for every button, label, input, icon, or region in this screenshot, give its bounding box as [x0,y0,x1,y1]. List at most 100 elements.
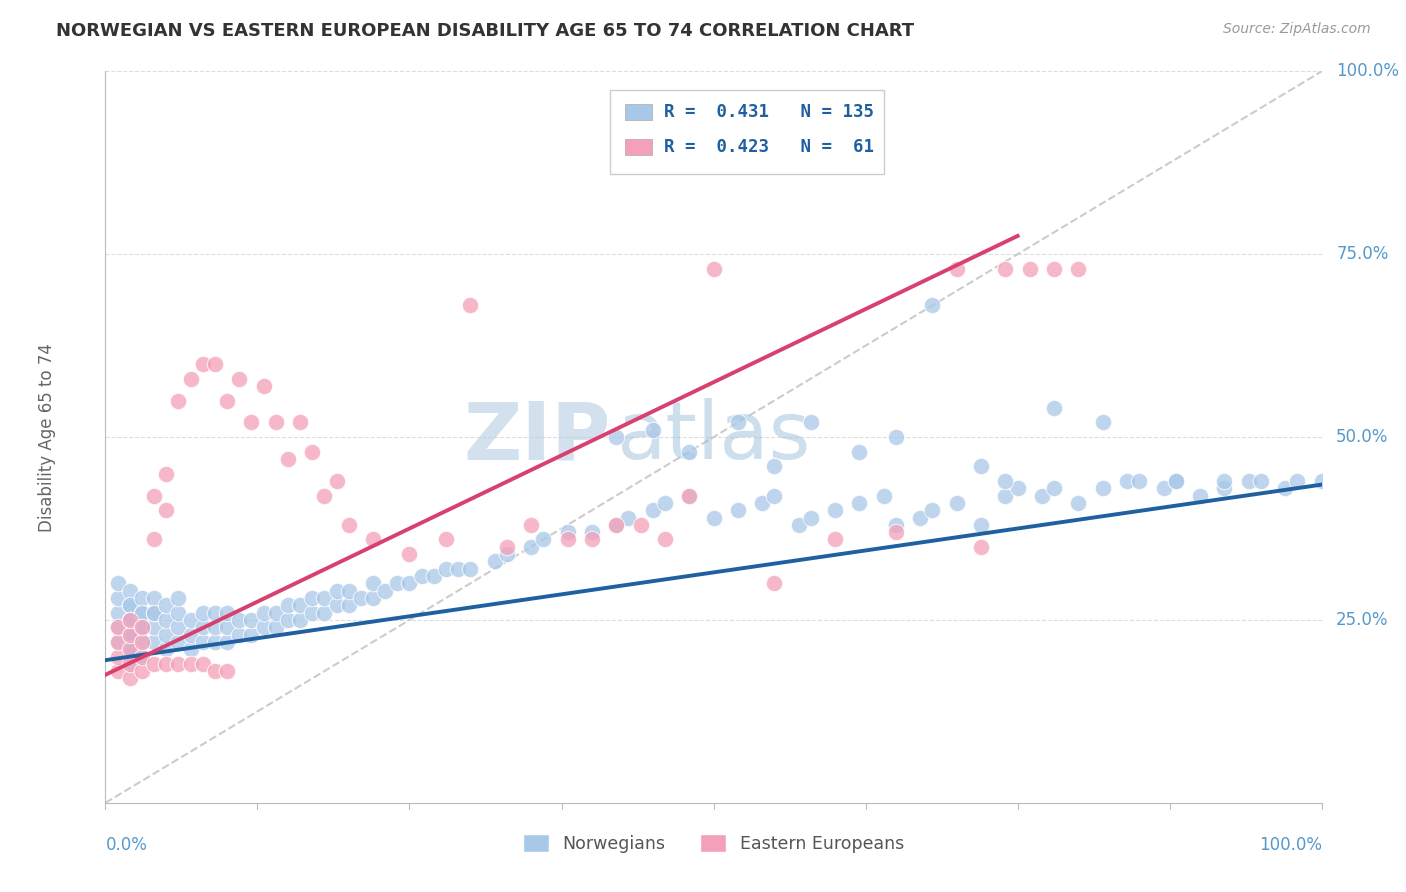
Point [314,591,336,605]
Point [107,649,129,664]
Point [252,620,274,634]
Point [288,416,311,430]
Point [763,459,786,474]
Point [107,620,129,634]
Point [605,430,627,444]
Point [434,562,457,576]
Point [118,642,141,657]
Point [1286,474,1309,488]
Point [118,642,141,657]
Point [411,569,433,583]
Point [325,474,347,488]
Point [824,503,846,517]
Point [155,599,177,613]
Point [1213,481,1236,495]
Point [325,599,347,613]
Point [495,540,517,554]
Text: 100.0%: 100.0% [1336,62,1399,80]
Point [264,606,287,620]
Point [167,606,190,620]
Point [301,444,323,458]
Point [1043,481,1066,495]
Point [1250,474,1272,488]
Point [118,627,141,641]
Point [204,357,226,371]
Point [337,599,360,613]
Point [118,613,141,627]
Point [1067,261,1090,276]
Point [191,357,214,371]
Point [167,635,190,649]
Point [800,510,823,524]
Point [314,606,336,620]
Point [1091,481,1114,495]
Point [180,657,202,671]
Point [217,606,239,620]
Point [702,510,725,524]
Point [800,416,823,430]
Point [1274,481,1296,495]
Point [107,620,129,634]
Point [118,613,141,627]
Point [107,635,129,649]
Point [994,489,1017,503]
Point [605,517,627,532]
FancyBboxPatch shape [624,103,651,120]
Point [398,576,420,591]
Point [1091,416,1114,430]
Point [1031,489,1053,503]
Point [131,649,153,664]
Point [1128,474,1150,488]
FancyBboxPatch shape [610,90,884,174]
Point [217,620,239,634]
Point [361,533,384,547]
Point [191,657,214,671]
Point [994,261,1017,276]
Point [131,606,153,620]
Point [301,606,323,620]
Point [884,517,907,532]
Point [727,503,749,517]
Point [970,517,993,532]
Point [217,664,239,678]
Point [118,583,141,598]
Point [921,503,943,517]
Point [155,627,177,641]
Point [118,672,141,686]
Point [1213,474,1236,488]
Point [727,416,749,430]
FancyBboxPatch shape [624,138,651,154]
Point [155,613,177,627]
Point [131,664,153,678]
Point [252,379,274,393]
Point [131,620,153,634]
Point [131,635,153,649]
Text: ZIP: ZIP [463,398,610,476]
Text: atlas: atlas [616,398,811,476]
Point [678,489,700,503]
Point [264,416,287,430]
Point [945,261,967,276]
Point [763,489,786,503]
Point [873,489,896,503]
Text: Source: ZipAtlas.com: Source: ZipAtlas.com [1223,22,1371,37]
Point [361,576,384,591]
Point [398,547,420,561]
Point [180,642,202,657]
Point [654,496,676,510]
Point [458,562,481,576]
Point [217,393,239,408]
Text: 25.0%: 25.0% [1336,611,1389,629]
Text: 50.0%: 50.0% [1336,428,1389,446]
Point [118,627,141,641]
Point [155,642,177,657]
Point [630,517,652,532]
Point [143,657,166,671]
Point [288,599,311,613]
Point [118,599,141,613]
Point [204,635,226,649]
Text: R =  0.431   N = 135: R = 0.431 N = 135 [664,103,873,120]
Point [277,613,299,627]
Point [118,613,141,627]
Point [131,620,153,634]
